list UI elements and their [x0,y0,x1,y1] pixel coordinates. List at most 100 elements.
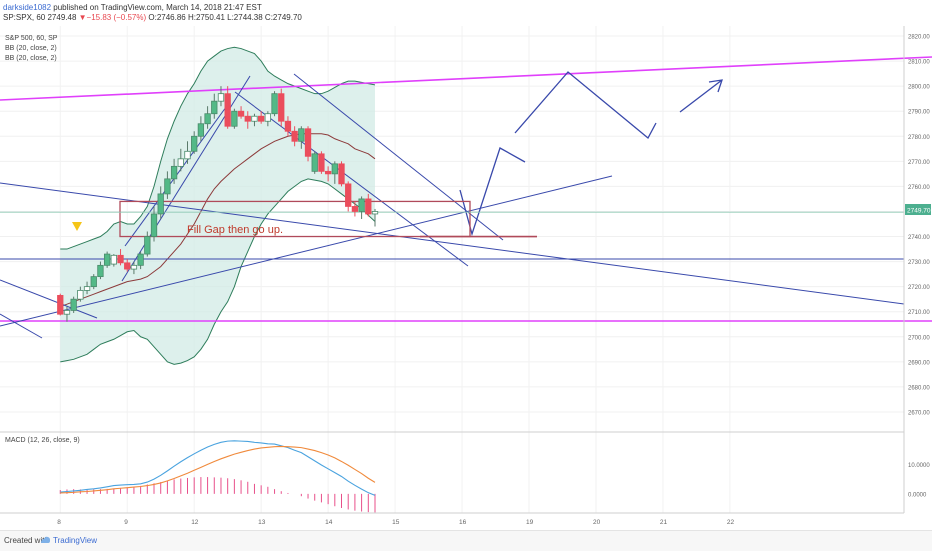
candle-down [304,128,312,157]
candle-down [365,198,372,215]
annotation-text: Fill Gap then go up. [187,224,283,236]
y-tick-label: 2760.00 [908,185,930,191]
candle-down [318,153,325,172]
y-tick-label: 2790.00 [908,110,930,116]
candle-up [371,211,379,215]
forecast-path-2 [514,71,657,140]
signal-line [60,445,376,494]
change-text: ▼−15.83 (−0.57%) [78,13,147,22]
candle-up [157,193,164,215]
x-tick-label: 8 [57,519,61,526]
price-tag-text: 2749.70 [907,208,931,215]
legend-macd: MACD (12, 26, close, 9) [5,437,80,444]
header-line-2: SP:SPX, 60 2749.48 ▼−15.83 (−0.57%) O:27… [3,13,302,22]
rising-trendline [0,175,613,327]
ohlc-text: O:2746.86 H:2750.41 L:2744.38 C:2749.70 [148,13,302,22]
bb-upper-line [60,46,376,250]
candle-up [63,310,71,315]
macd-y-tick-label: 0.0000 [908,492,927,498]
candle-down [324,170,332,175]
forecast-arrowhead [708,79,723,93]
y-tick-label: 2770.00 [908,160,930,166]
x-tick-label: 22 [727,519,735,526]
axes: 2670.00 2680.00 2690.00 2700.00 2710.00 2720.… [0,26,930,526]
y-tick-label: 2820.00 [908,35,930,41]
legend-bb-1: BB (20, close, 2) [5,45,57,52]
candle-up [83,286,91,291]
early-trendline-2 [0,313,43,339]
footer-brand-link[interactable]: TradingView [53,536,98,545]
candle-down [224,93,231,127]
y-tick-label: 2700.00 [908,335,930,341]
footer-bar: Created with TradingView [0,530,932,551]
legend-symbol: S&P 500, 60, SP [5,35,58,42]
y-tick-label: 2780.00 [908,135,930,141]
x-tick-label: 19 [526,519,534,526]
candle-down [284,120,292,132]
candle-up [217,93,225,102]
x-tick-label: 12 [191,519,199,526]
legend: S&P 500, 60, SP BB (20, close, 2) BB (20… [5,35,283,444]
author-link[interactable]: darkside1082 [3,3,52,12]
falling-trendline [0,182,905,305]
y-tick-label: 2690.00 [908,360,930,366]
y-tick-label: 2800.00 [908,85,930,91]
header-line-1: darkside1082 published on TradingView.co… [3,3,262,12]
candle-up [70,298,77,311]
x-tick-label: 20 [593,519,601,526]
candle-down [351,206,359,212]
candle-up [271,93,278,115]
chart-svg[interactable]: 2670.00 2680.00 2690.00 2700.00 2710.00 2720.… [0,0,932,530]
bb-middle-line [60,133,376,308]
last-price-text: 2749.48 [47,13,77,22]
candle-up [264,113,272,122]
published-text: published on TradingView.com, March 14, … [53,3,262,12]
candle-up [144,236,151,255]
candle-down [124,262,131,270]
candle-up [251,115,258,122]
y-tick-label: 2720.00 [908,285,930,291]
candle-down [345,183,352,207]
candle-up [97,264,104,278]
x-tick-label: 14 [325,519,333,526]
candle-up [231,110,238,127]
candle-up [130,264,138,270]
candle-up [103,253,111,266]
resistance-line [0,56,932,101]
candle-up [164,178,171,195]
symbol-text: SP:SPX, 60 [3,13,46,22]
x-tick-label: 15 [392,519,400,526]
candle-up [311,153,318,172]
x-tick-label: 9 [124,519,128,526]
early-trendline-1 [0,279,98,319]
macd-y-tick-label: 10.0000 [908,463,930,469]
candle-up [211,100,218,115]
macd-panel [59,440,376,513]
candle-up [191,135,198,152]
candle-down [57,295,64,315]
x-tick-label: 13 [258,519,266,526]
price-tag-box [905,204,931,215]
candle-down [278,93,285,122]
candle-down [237,110,245,117]
y-tick-label: 2730.00 [908,260,930,266]
candle-up [110,254,117,265]
bb-fill [60,47,375,365]
candle-down [258,115,265,122]
forecast-path-3 [679,79,723,113]
candle-up [137,253,144,266]
candle-up [197,123,205,137]
y-tick-label: 2740.00 [908,235,930,241]
gap-box [119,200,471,238]
y-tick-label: 2670.00 [908,410,930,416]
candle-up [77,290,84,300]
price-tag: 2749.70 [905,204,931,215]
candle-down [291,130,298,142]
candles [57,86,379,322]
candle-up [184,150,191,160]
candle-up [90,276,97,288]
candle-up [170,165,178,180]
candle-up [204,113,211,125]
x-tick-label: 21 [660,519,668,526]
